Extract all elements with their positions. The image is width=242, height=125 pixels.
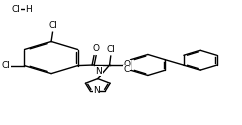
Text: C: C	[123, 65, 129, 74]
Text: N: N	[96, 67, 102, 76]
Text: Cl: Cl	[2, 61, 11, 70]
Text: Cl: Cl	[107, 45, 116, 54]
Text: O: O	[124, 60, 131, 70]
Text: H: H	[25, 5, 32, 14]
Text: N: N	[93, 86, 100, 95]
Text: O: O	[93, 44, 100, 54]
Text: Cl: Cl	[49, 21, 57, 30]
Text: Cl: Cl	[12, 5, 21, 14]
